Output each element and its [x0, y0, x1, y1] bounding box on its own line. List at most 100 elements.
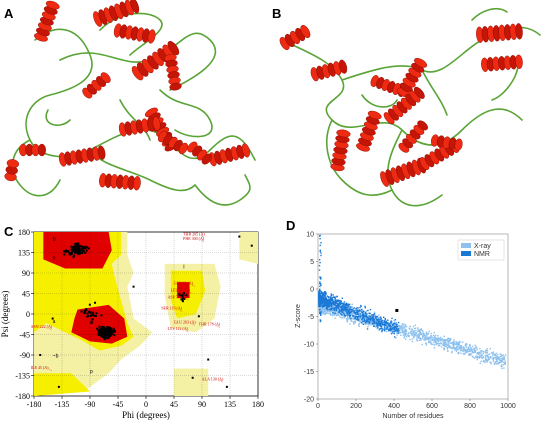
xray-point [409, 325, 411, 327]
xray-point [455, 350, 458, 352]
nmr-point [358, 315, 360, 317]
nmr-point [319, 237, 321, 240]
helix-a-13 [19, 143, 46, 157]
xray-point [453, 344, 455, 347]
xray-point [443, 335, 445, 338]
xray-point [455, 340, 457, 343]
nmr-point [362, 317, 365, 319]
rama-x-tick: -45 [113, 400, 124, 409]
xray-point [468, 350, 470, 352]
nmr-point [351, 306, 353, 308]
nmr-point [331, 297, 334, 299]
xray-point [378, 329, 380, 332]
nmr-point [340, 302, 342, 304]
nmr-point [372, 313, 375, 316]
xray-point [386, 324, 388, 327]
nmr-point [344, 304, 346, 306]
xray-point [364, 313, 367, 316]
nmr-point [360, 304, 362, 307]
xray-point [414, 327, 417, 329]
xray-point [457, 352, 460, 355]
xray-point [353, 322, 355, 324]
xray-point [458, 346, 461, 348]
nmr-point [391, 331, 394, 333]
helix-b-1 [310, 59, 348, 82]
nmr-point [340, 305, 343, 308]
xray-point [331, 306, 333, 309]
xray-point [455, 348, 457, 350]
nmr-point [343, 308, 345, 311]
xray-point [404, 330, 406, 332]
nmr-point [366, 315, 368, 317]
rama-point-outlier [238, 235, 241, 238]
xray-point [438, 343, 441, 345]
xray-point [438, 344, 441, 347]
xray-point [422, 333, 425, 335]
nmr-point [384, 317, 386, 320]
rama-point-beta [81, 252, 84, 255]
nmr-point [369, 320, 372, 322]
xray-point [324, 313, 326, 316]
xray-point [327, 312, 329, 315]
nmr-point [321, 295, 323, 297]
rama-point-bridge [100, 314, 103, 317]
xray-point [326, 312, 328, 314]
xray-point [464, 348, 466, 351]
nmr-point [327, 301, 329, 303]
xray-point [358, 312, 361, 314]
xray-point [363, 316, 366, 319]
nmr-point [394, 330, 396, 332]
xray-point [452, 345, 455, 348]
nmr-point [321, 297, 323, 299]
xray-point [461, 349, 463, 351]
xray-point [321, 307, 324, 310]
xray-point [479, 348, 481, 350]
xray-point [492, 357, 494, 360]
rama-point-beta [73, 245, 76, 248]
nmr-point [362, 316, 364, 318]
nmr-point [339, 310, 341, 312]
nmr-point [323, 299, 325, 302]
nmr-point [375, 321, 378, 323]
xray-point [325, 311, 327, 314]
nmr-point [319, 305, 321, 307]
rama-residue-pointer [191, 284, 195, 287]
rama-x-tick: 90 [198, 400, 206, 409]
rama-point-bridge [83, 309, 86, 312]
nmr-point [343, 305, 345, 308]
xray-point [419, 331, 421, 333]
nmr-point [349, 307, 351, 309]
nmr-point [322, 292, 325, 294]
xray-point [438, 338, 440, 340]
xray-point [445, 345, 448, 348]
nmr-point [333, 296, 336, 299]
coil-loops-a [11, 12, 256, 206]
zscore-y-tick: 5 [310, 259, 314, 266]
nmr-point [394, 326, 397, 329]
xray-point [330, 314, 332, 316]
rama-point-alpha [105, 327, 108, 330]
nmr-point [319, 244, 321, 247]
nmr-point [324, 291, 326, 293]
xray-point [391, 329, 394, 331]
xray-point [437, 342, 439, 345]
nmr-point [386, 328, 388, 330]
xray-point [403, 328, 405, 330]
nmr-point [347, 310, 349, 312]
xray-point [443, 344, 446, 346]
xray-point [492, 354, 494, 357]
xray-point [464, 349, 466, 352]
rama-y-tick: 90 [22, 269, 30, 278]
nmr-point [341, 311, 343, 313]
xray-point [426, 337, 429, 340]
xray-point [463, 349, 465, 351]
xray-point [425, 337, 427, 340]
nmr-point [363, 318, 366, 320]
nmr-point [332, 296, 335, 298]
nmr-point [395, 323, 397, 325]
rama-residue-pointer [201, 235, 205, 238]
xray-point [479, 352, 482, 355]
nmr-point [335, 309, 338, 312]
nmr-point [345, 312, 348, 314]
xray-point [476, 358, 478, 361]
